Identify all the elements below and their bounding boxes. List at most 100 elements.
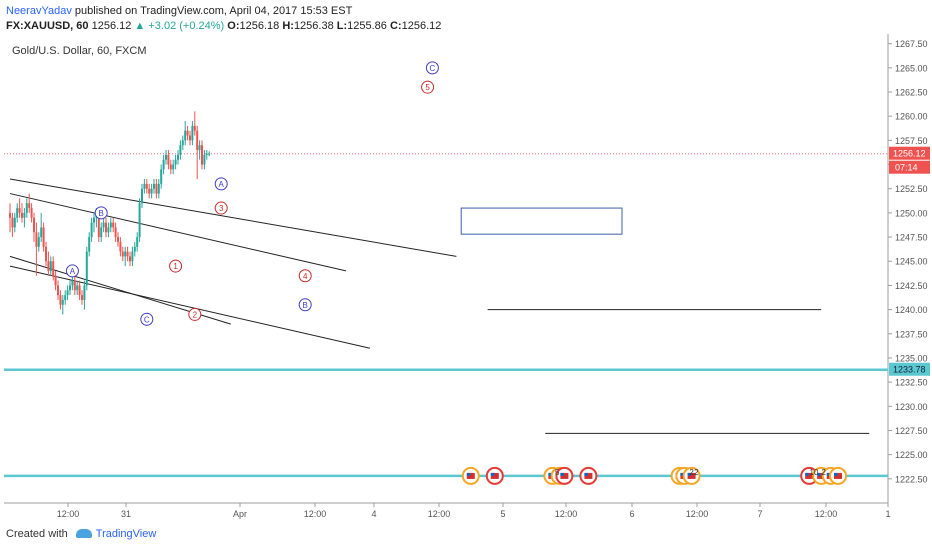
candle-body[interactable] [138,203,141,238]
wave-label-circle[interactable] [140,312,154,326]
candle-body[interactable] [57,285,59,296]
candle-body[interactable] [208,153,211,155]
candle-body[interactable] [11,217,14,228]
candle-body[interactable] [117,237,119,242]
candle-body[interactable] [30,208,33,218]
candle-body[interactable] [42,227,45,247]
wave-label-circle[interactable] [421,80,435,94]
candle-body[interactable] [25,203,28,213]
candle-body[interactable] [100,227,103,238]
candle-body[interactable] [109,222,112,228]
candle-body[interactable] [172,164,175,170]
candle-body[interactable] [121,251,124,257]
candle-body[interactable] [78,285,81,296]
candle-body[interactable] [119,241,122,252]
candle-body[interactable] [66,290,69,296]
candle-body[interactable] [52,261,55,276]
candle-body[interactable] [102,222,105,228]
candle-body[interactable] [13,217,16,228]
candle-body[interactable] [23,212,26,218]
candle-body[interactable] [49,261,52,271]
plot-area[interactable] [4,34,888,503]
trend-line[interactable] [9,178,457,257]
candle-body[interactable] [73,280,76,291]
candle-body[interactable] [40,227,43,238]
candle-body[interactable] [157,183,160,194]
candle-body[interactable] [191,125,194,141]
wave-label-circle[interactable] [298,298,312,312]
candle-body[interactable] [18,208,21,213]
candle-body[interactable] [21,212,23,218]
candle-body[interactable] [136,237,139,247]
candle-body[interactable] [169,164,172,170]
candle-body[interactable] [69,285,71,291]
wave-label-circle[interactable] [169,259,183,273]
tradingview-brand-link[interactable]: TradingView [95,528,157,540]
rectangle-drawing[interactable] [460,207,623,235]
wave-label-circle[interactable] [214,177,228,191]
candle-body[interactable] [129,256,131,262]
candle-body[interactable] [141,188,143,204]
wave-label-circle[interactable] [94,206,108,220]
candle-body[interactable] [76,285,79,291]
candle-body[interactable] [54,275,57,286]
candle-body[interactable] [186,130,189,136]
candle-body[interactable] [201,145,203,165]
candle-body[interactable] [105,222,107,233]
candle-body[interactable] [165,154,167,160]
candle-body[interactable] [181,140,184,146]
candle-body[interactable] [126,251,129,257]
candle-body[interactable] [179,145,182,155]
candle-body[interactable] [177,154,179,160]
candle-body[interactable] [35,232,38,247]
candle-body[interactable] [193,125,196,131]
trend-line[interactable] [9,193,347,272]
candle-body[interactable] [124,251,127,257]
candle-body[interactable] [107,227,110,233]
candle-body[interactable] [47,261,50,271]
candle-body[interactable] [143,183,146,189]
wave-label-circle[interactable] [214,201,228,215]
candle-body[interactable] [71,280,74,286]
candle-body[interactable] [81,295,83,300]
candle-body[interactable] [203,154,206,165]
wave-label-circle[interactable] [188,307,202,321]
candle-body[interactable] [93,217,95,223]
candle-body[interactable] [90,222,93,238]
candle-body[interactable] [198,145,201,151]
candle-body[interactable] [33,217,35,233]
candle-body[interactable] [184,130,187,141]
candle-body[interactable] [59,295,62,305]
candle-body[interactable] [133,246,136,252]
candle-body[interactable] [131,251,134,262]
candle-body[interactable] [196,130,199,151]
candle-body[interactable] [114,227,117,238]
candle-body[interactable] [148,188,151,194]
candle-body[interactable] [153,183,155,189]
candle-body[interactable] [37,237,40,247]
candle-body[interactable] [9,212,11,218]
candle-body[interactable] [97,212,100,238]
trend-line[interactable] [9,265,371,349]
author-link[interactable]: NeeravYadav [6,5,72,17]
candle-body[interactable] [162,159,165,170]
candle-body[interactable] [155,183,158,194]
candle-body[interactable] [167,154,170,165]
candle-body[interactable] [145,183,148,189]
candle-body[interactable] [61,299,64,305]
candle-body[interactable] [174,159,177,165]
candle-body[interactable] [160,169,163,184]
candle-body[interactable] [189,135,191,141]
candle-body[interactable] [88,237,91,252]
wave-label-circle[interactable] [298,269,312,283]
candle-body[interactable] [16,208,19,218]
candle-body[interactable] [64,295,67,300]
wave-label-circle[interactable] [425,61,439,75]
candle-body[interactable] [205,153,208,155]
candle-body[interactable] [45,246,47,262]
candle-body[interactable] [83,285,86,300]
candle-body[interactable] [85,251,88,286]
candle-body[interactable] [112,222,115,228]
wave-label-circle[interactable] [65,264,79,278]
